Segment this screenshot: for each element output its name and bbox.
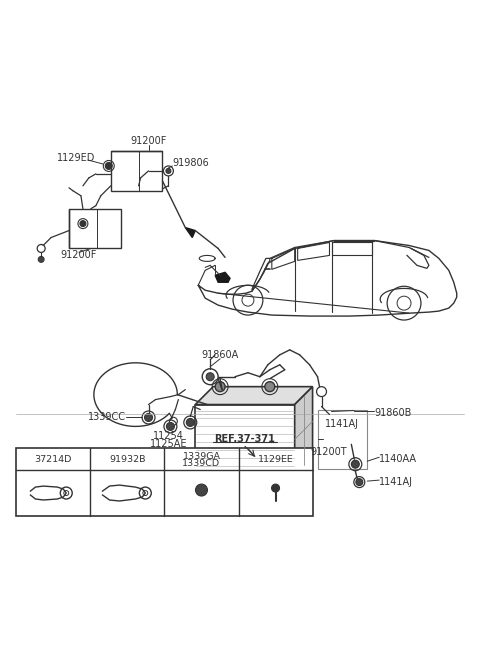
Bar <box>195 405 295 474</box>
Text: 91200F: 91200F <box>61 250 97 261</box>
Text: 11254: 11254 <box>153 432 184 441</box>
Text: 1141AJ: 1141AJ <box>379 477 413 487</box>
Text: 1141AJ: 1141AJ <box>325 419 360 430</box>
Text: 91932B: 91932B <box>109 455 145 464</box>
Circle shape <box>265 382 275 392</box>
Polygon shape <box>185 227 195 238</box>
Circle shape <box>38 256 44 263</box>
Polygon shape <box>195 386 312 405</box>
Text: 1339CD: 1339CD <box>182 458 220 468</box>
Text: 91860A: 91860A <box>202 350 239 360</box>
Polygon shape <box>295 386 312 474</box>
Circle shape <box>206 373 214 381</box>
Circle shape <box>272 484 279 492</box>
Bar <box>16 448 312 516</box>
Bar <box>111 151 162 191</box>
Text: 1140AA: 1140AA <box>379 454 417 464</box>
Circle shape <box>186 419 194 426</box>
Circle shape <box>356 479 363 485</box>
Circle shape <box>144 413 153 421</box>
Circle shape <box>167 422 174 430</box>
Text: 919806: 919806 <box>172 158 209 168</box>
Circle shape <box>166 168 171 174</box>
Text: REF.37-371: REF.37-371 <box>215 434 276 444</box>
Circle shape <box>80 221 86 227</box>
Text: 1129ED: 1129ED <box>57 153 95 163</box>
Circle shape <box>195 484 207 496</box>
Bar <box>318 409 367 469</box>
Text: 91860B: 91860B <box>374 407 411 417</box>
Text: 1125AE: 1125AE <box>150 440 187 449</box>
Bar <box>69 209 120 248</box>
Circle shape <box>351 460 360 468</box>
Circle shape <box>105 162 112 170</box>
Text: 91200F: 91200F <box>131 136 167 146</box>
Text: 1339CC: 1339CC <box>88 413 126 422</box>
Circle shape <box>215 382 225 392</box>
Text: 1339GA: 1339GA <box>182 452 220 460</box>
Polygon shape <box>215 272 230 282</box>
Text: 91200T: 91200T <box>311 447 348 457</box>
Text: 37214D: 37214D <box>35 455 72 464</box>
Text: 1129EE: 1129EE <box>258 455 293 464</box>
